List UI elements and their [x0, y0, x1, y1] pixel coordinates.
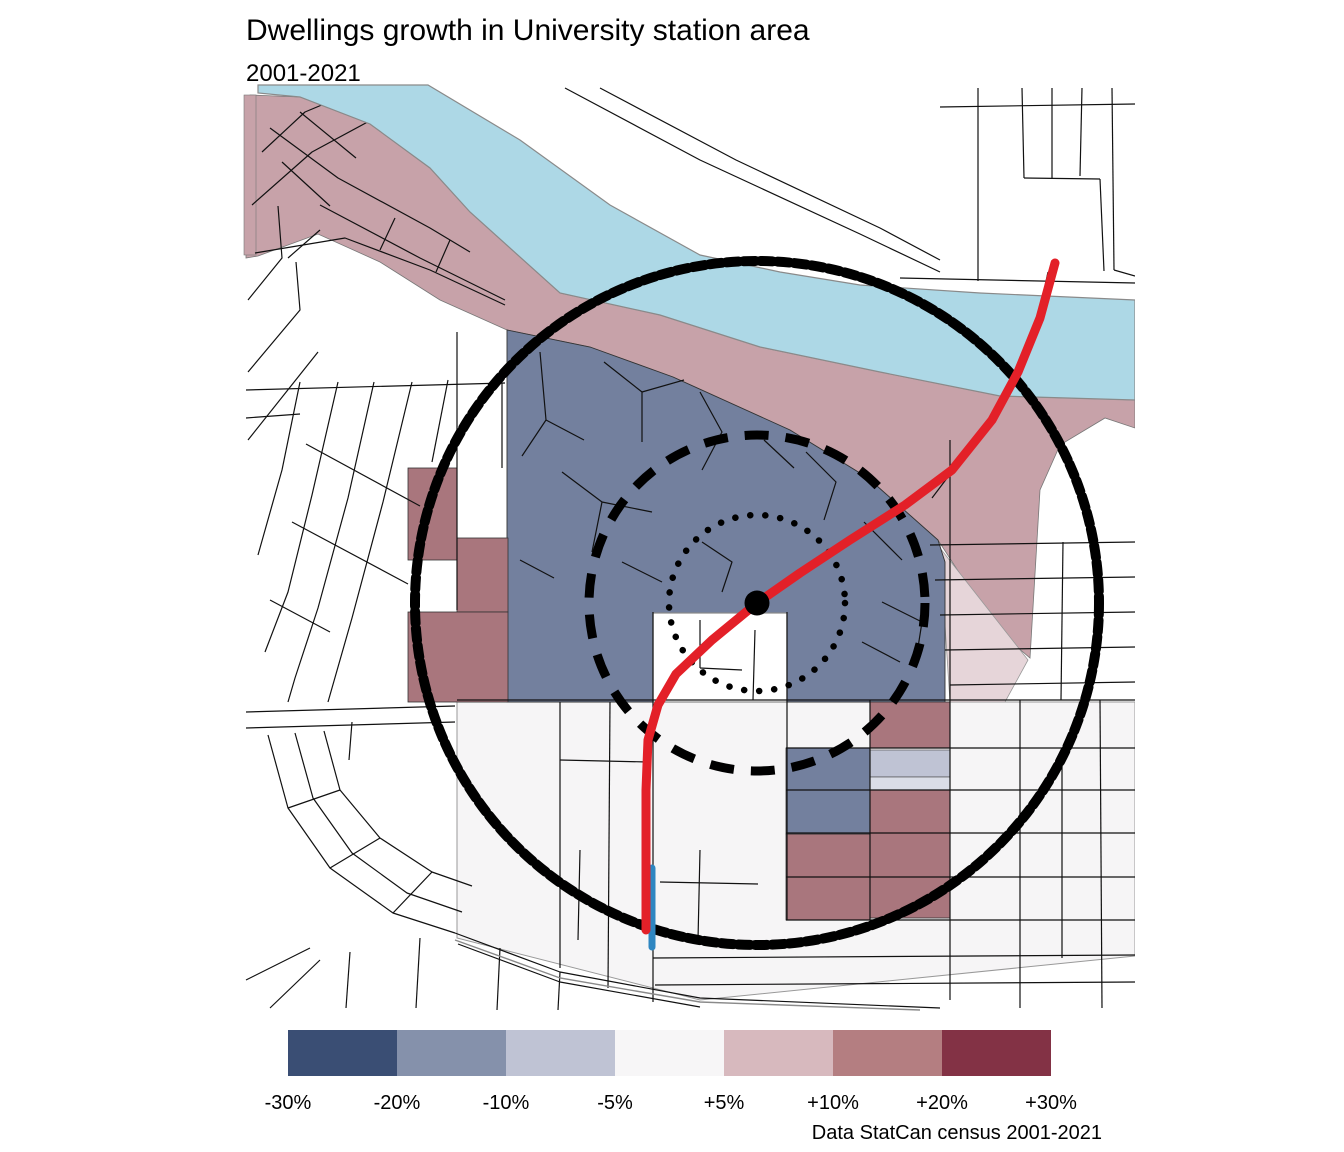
data-source-caption: Data StatCan census 2001-2021 [811, 1122, 1102, 1144]
station-marker [744, 590, 770, 616]
page-title: Dwellings growth in University station a… [246, 14, 810, 47]
legend-label: +30% [1025, 1092, 1077, 1114]
outer-bold-ring [410, 256, 1104, 950]
legend-swatch [615, 1030, 724, 1076]
legend-swatch [397, 1030, 506, 1076]
page-subtitle: 2001-2021 [246, 60, 361, 87]
legend-swatch [833, 1030, 942, 1076]
blue-block [785, 747, 871, 835]
census-regions [243, 94, 1135, 1001]
legend-label: +5% [703, 1092, 745, 1114]
legend-label: +10% [807, 1092, 859, 1114]
legend-label: +20% [916, 1092, 968, 1114]
region-white-cutout [652, 612, 788, 703]
distance-rings [410, 256, 1104, 950]
legend-label: -10% [482, 1092, 530, 1114]
legend-swatch [724, 1030, 833, 1076]
inner-dotted-ring [665, 511, 849, 695]
region-pink-wedge [939, 546, 1029, 703]
legend-swatch [506, 1030, 615, 1076]
lavender-light-block [869, 776, 951, 791]
legend-swatches [288, 1030, 1051, 1076]
region-rose-sliver [243, 94, 257, 256]
lavender-block [869, 749, 951, 778]
legend-label: -30% [264, 1092, 312, 1114]
legend-swatch [942, 1030, 1051, 1076]
transit-line [641, 258, 1060, 935]
legend-swatch [288, 1030, 397, 1076]
street-network [245, 87, 1135, 1011]
middle-dashed-ring [584, 430, 930, 776]
legend-label: -5% [597, 1092, 633, 1114]
legend: -30% -20% -10% -5% +5% +10% +20% +30% [265, 1030, 1077, 1120]
legend-label: -20% [373, 1092, 421, 1114]
arterial-gray-road [454, 939, 921, 1011]
